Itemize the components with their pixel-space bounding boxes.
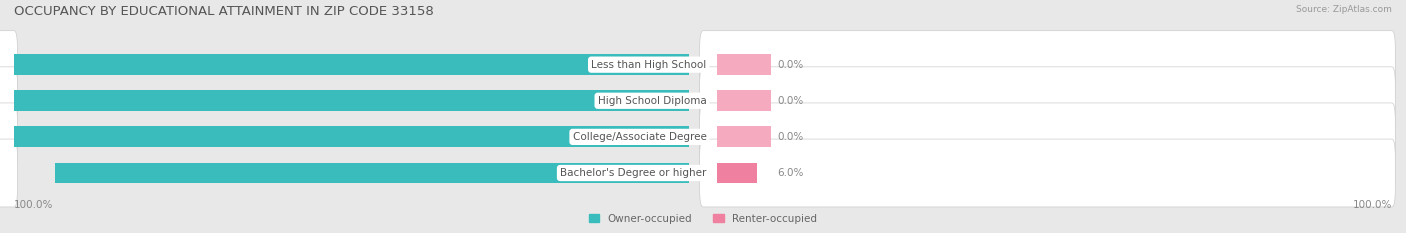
Legend: Owner-occupied, Renter-occupied: Owner-occupied, Renter-occupied bbox=[585, 209, 821, 228]
Text: 100.0%: 100.0% bbox=[633, 96, 676, 106]
Text: 100.0%: 100.0% bbox=[1353, 200, 1392, 210]
Text: OCCUPANCY BY EDUCATIONAL ATTAINMENT IN ZIP CODE 33158: OCCUPANCY BY EDUCATIONAL ATTAINMENT IN Z… bbox=[14, 5, 434, 18]
Text: 0.0%: 0.0% bbox=[778, 96, 804, 106]
Bar bbox=[717, 54, 770, 75]
FancyBboxPatch shape bbox=[0, 139, 17, 207]
Bar bbox=[55, 163, 689, 183]
Bar bbox=[14, 90, 689, 111]
Text: Less than High School: Less than High School bbox=[591, 60, 706, 70]
FancyBboxPatch shape bbox=[0, 67, 17, 135]
Text: 100.0%: 100.0% bbox=[633, 60, 676, 70]
Text: 0.0%: 0.0% bbox=[778, 132, 804, 142]
Bar bbox=[14, 54, 689, 75]
FancyBboxPatch shape bbox=[700, 103, 1395, 171]
Text: Bachelor's Degree or higher: Bachelor's Degree or higher bbox=[560, 168, 706, 178]
Bar bbox=[717, 90, 770, 111]
Text: 6.0%: 6.0% bbox=[778, 168, 804, 178]
FancyBboxPatch shape bbox=[0, 103, 17, 171]
Bar bbox=[717, 163, 756, 183]
Bar bbox=[717, 127, 770, 147]
Text: 100.0%: 100.0% bbox=[14, 200, 53, 210]
Text: 100.0%: 100.0% bbox=[633, 132, 676, 142]
FancyBboxPatch shape bbox=[700, 67, 1395, 135]
Text: 94.0%: 94.0% bbox=[640, 168, 676, 178]
Text: 0.0%: 0.0% bbox=[778, 60, 804, 70]
Text: Source: ZipAtlas.com: Source: ZipAtlas.com bbox=[1296, 5, 1392, 14]
Bar bbox=[14, 127, 689, 147]
FancyBboxPatch shape bbox=[0, 31, 17, 99]
FancyBboxPatch shape bbox=[700, 139, 1395, 207]
Text: High School Diploma: High School Diploma bbox=[598, 96, 706, 106]
Text: College/Associate Degree: College/Associate Degree bbox=[572, 132, 706, 142]
FancyBboxPatch shape bbox=[700, 31, 1395, 99]
